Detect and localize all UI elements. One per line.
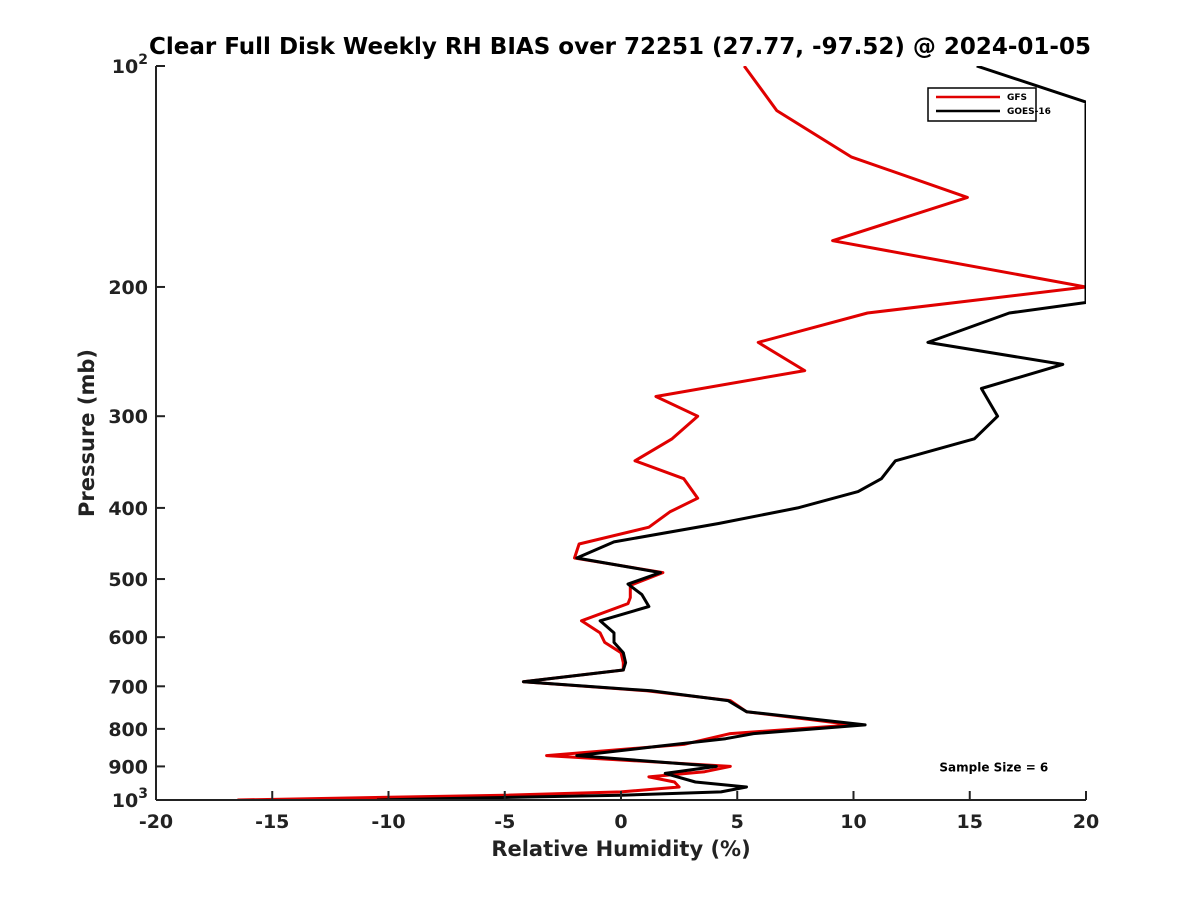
y-tick-label: 200 xyxy=(108,277,148,299)
x-tick-label: -5 xyxy=(494,811,515,833)
legend: GFS GOES-16 xyxy=(927,87,1051,122)
sample-size-annotation: Sample Size = 6 xyxy=(939,760,1048,774)
y-ticks: 102 200 300 400 500 600 700 800 900 103 xyxy=(108,52,165,812)
y-tick-label: 800 xyxy=(108,719,148,741)
x-tick-label: -10 xyxy=(371,811,405,833)
y-tick-label: 103 xyxy=(112,786,148,812)
y-tick-label: 900 xyxy=(108,756,148,778)
x-tick-label: 0 xyxy=(614,811,627,833)
legend-box xyxy=(927,87,1037,122)
legend-label-goes16: GOES-16 xyxy=(1007,107,1051,117)
y-tick-label: 300 xyxy=(108,406,148,428)
x-ticks: -20 -15 -10 -5 0 5 10 15 20 xyxy=(139,791,1099,833)
y-tick-label: 700 xyxy=(108,676,148,698)
x-axis-label: Relative Humidity (%) xyxy=(491,837,750,861)
chart-title: Clear Full Disk Weekly RH BIAS over 7225… xyxy=(149,34,1091,60)
y-axis-label: Pressure (mb) xyxy=(75,349,99,517)
series-line-goes16 xyxy=(376,66,1086,800)
series-layer xyxy=(237,66,1086,800)
series-line-gfs xyxy=(237,66,1086,800)
y-tick-label: 600 xyxy=(108,627,148,649)
x-tick-label: 5 xyxy=(731,811,744,833)
y-tick-label: 102 xyxy=(112,52,148,78)
x-tick-label: 10 xyxy=(840,811,866,833)
y-tick-label: 500 xyxy=(108,569,148,591)
legend-label-gfs: GFS xyxy=(1007,93,1027,103)
x-tick-label: 20 xyxy=(1073,811,1099,833)
x-tick-label: 15 xyxy=(957,811,983,833)
x-tick-label: -20 xyxy=(139,811,173,833)
x-tick-label: -15 xyxy=(255,811,289,833)
y-tick-label: 400 xyxy=(108,498,148,520)
